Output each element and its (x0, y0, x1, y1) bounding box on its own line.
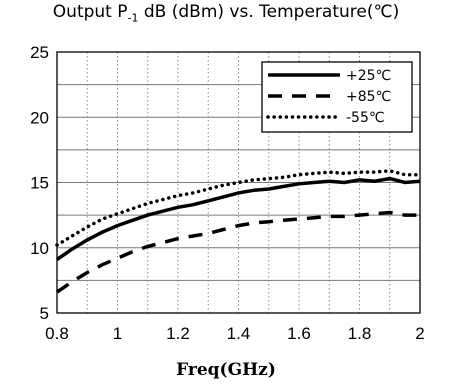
y-tick-label: 5 (40, 304, 49, 323)
series-line-2 (56, 210, 420, 294)
legend-label-1: +25℃ (346, 68, 391, 84)
chart-title-subscript: -1 (127, 11, 139, 25)
series-line-3 (55, 169, 422, 247)
x-tick-label: 1 (113, 324, 122, 343)
x-tick-label: 2 (415, 324, 424, 343)
y-tick-label: 25 (30, 43, 49, 62)
legend-label-3: -55℃ (346, 110, 385, 126)
y-tick-label: 15 (30, 174, 49, 193)
y-tick-label: 20 (30, 108, 49, 127)
x-tick-label: 1.6 (287, 324, 311, 343)
legend-label-2: +85℃ (346, 89, 391, 105)
chart-title-main: Output P (52, 2, 128, 22)
x-tick-label: 1.8 (348, 324, 372, 343)
x-tick-label: 0.8 (45, 324, 69, 343)
x-tick-label: 1.2 (166, 324, 190, 343)
chart-title-rest: dB (dBm) vs. Temperature(℃) (138, 2, 400, 22)
x-axis-label: Freq(GHz) (176, 360, 276, 380)
chart-title: Output P-1 dB (dBm) vs. Temperature(℃) (0, 2, 452, 24)
y-tick-label: 10 (30, 239, 49, 258)
series-line-1 (56, 176, 421, 261)
x-tick-label: 1.4 (227, 324, 251, 343)
